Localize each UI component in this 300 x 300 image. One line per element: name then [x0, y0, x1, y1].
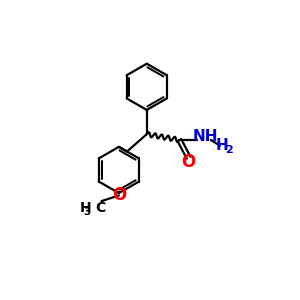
Text: H: H: [79, 201, 91, 215]
Text: NH: NH: [192, 129, 218, 144]
Text: 3: 3: [84, 207, 91, 217]
Text: H: H: [216, 138, 229, 153]
Text: O: O: [112, 186, 126, 204]
Text: 2: 2: [225, 145, 233, 155]
Text: O: O: [182, 153, 196, 171]
Text: C: C: [95, 201, 105, 215]
